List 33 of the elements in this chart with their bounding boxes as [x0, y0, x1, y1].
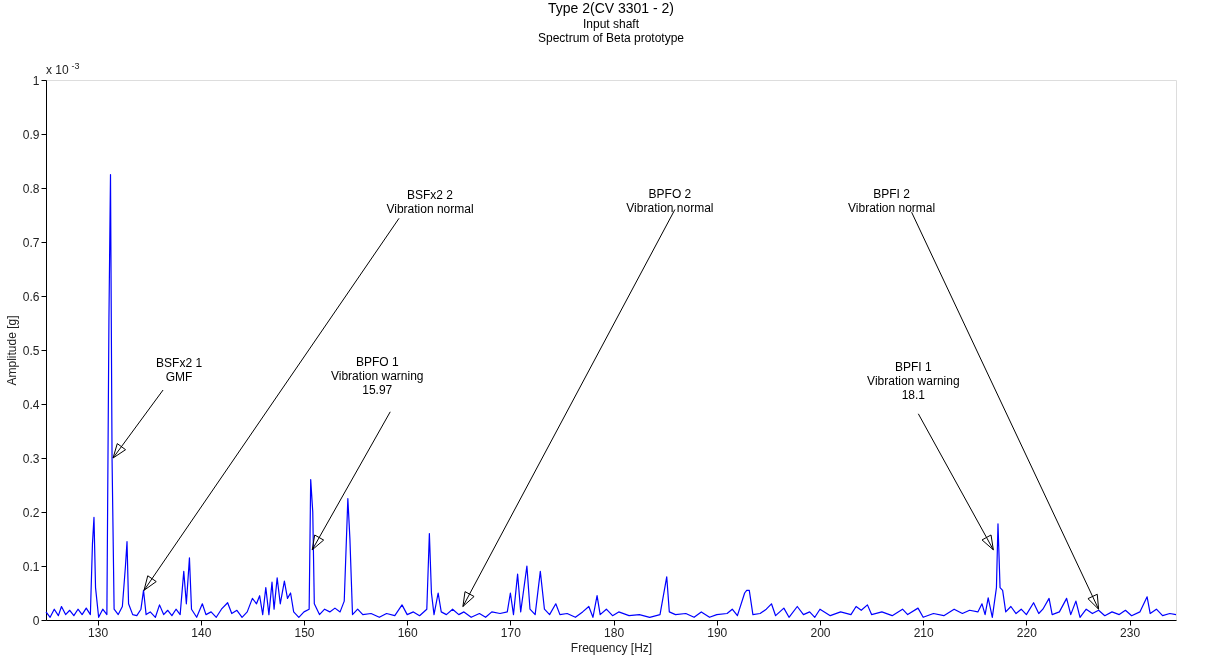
- y-tick-label: 0: [32, 613, 40, 628]
- y-tick-label: 0.9: [22, 127, 40, 142]
- y-axis-title: Amplitude [g]: [4, 315, 19, 386]
- annotation: BPFO 1 Vibration warning 15.97: [330, 354, 424, 397]
- y-tick-label: 0.1: [22, 559, 40, 574]
- x-tick-label: 190: [707, 625, 728, 640]
- x-tick-label: 150: [294, 625, 315, 640]
- y-tick-label: 0.4: [22, 397, 40, 412]
- y-tick-label: 0.2: [22, 505, 40, 520]
- annotation: BSFx2 1 GMF: [156, 356, 203, 384]
- x-tick-label: 170: [500, 625, 522, 640]
- y-tick-label: 0.8: [22, 181, 40, 196]
- annotation: BPFI 2 Vibration normal: [848, 187, 936, 216]
- x-tick-label: 230: [1120, 625, 1141, 640]
- chart-subtitle: Input shaft Spectrum of Beta prototype: [537, 17, 685, 45]
- x-tick-label: 140: [191, 625, 212, 640]
- x-tick-label: 160: [397, 625, 419, 640]
- annotation: BPFI 1 Vibration warning 18.1: [867, 359, 960, 402]
- x-tick-label: 220: [1016, 625, 1038, 640]
- y-tick-label: 0.6: [22, 289, 40, 304]
- x-tick-label: 180: [604, 625, 625, 640]
- y-tick-label: 0.5: [22, 343, 40, 358]
- text: x 10-3: [46, 61, 80, 77]
- x-axis-title: Frequency [Hz]: [570, 640, 653, 655]
- x-tick-label: 200: [810, 625, 831, 640]
- y-tick-label: 1: [32, 73, 40, 88]
- annotation: BSFx2 2 Vibration normal: [386, 188, 474, 217]
- y-tick-label: 0.7: [22, 235, 40, 250]
- annotation: BPFO 2 Vibration normal: [626, 186, 714, 215]
- chart-title: Type 2(CV 3301 - 2): [547, 0, 675, 16]
- x-tick-label: 130: [88, 625, 109, 640]
- y-tick-label: 0.3: [22, 451, 40, 466]
- x-tick-label: 210: [913, 625, 934, 640]
